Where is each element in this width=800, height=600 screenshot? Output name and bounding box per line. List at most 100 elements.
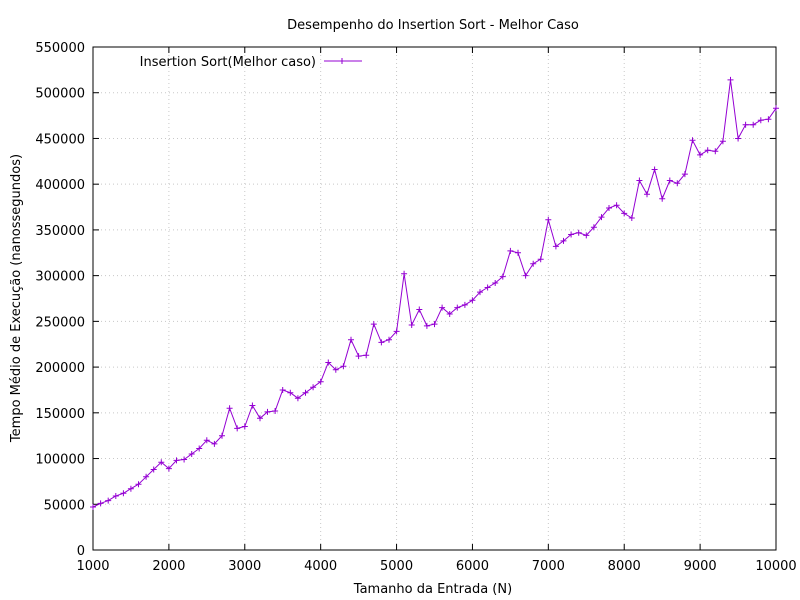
data-point [143, 473, 150, 480]
data-point [621, 210, 628, 217]
data-point [279, 387, 286, 393]
data-point [560, 237, 567, 244]
data-point [181, 456, 188, 463]
y-tick-label: 50000 [44, 498, 85, 513]
data-point [719, 138, 726, 145]
data-point [135, 481, 142, 488]
data-point [264, 408, 271, 415]
data-point [492, 280, 499, 286]
data-point [203, 437, 210, 444]
series-line [92, 79, 777, 508]
data-point [370, 321, 377, 328]
data-point [461, 301, 468, 308]
legend-label: Insertion Sort(Melhor caso) [140, 55, 316, 70]
x-tick-label: 9000 [684, 559, 717, 574]
data-point [757, 117, 764, 124]
legend-marker [339, 58, 345, 64]
data-point [590, 224, 597, 231]
data-point [150, 466, 157, 473]
data-point [241, 423, 248, 430]
data-point [484, 284, 491, 291]
y-tick-label: 550000 [35, 41, 85, 56]
data-point [598, 214, 605, 221]
data-point [294, 395, 301, 402]
y-tick-label: 250000 [35, 315, 85, 330]
data-point [704, 147, 711, 154]
data-point [537, 256, 544, 263]
data-point [552, 243, 559, 250]
data-point [681, 171, 688, 178]
x-tick-label: 1000 [76, 559, 109, 574]
data-point [666, 177, 673, 184]
data-point [499, 273, 506, 280]
y-axis-title: Tempo Médio de Execução (nanossegundos) [9, 154, 24, 443]
data-point [165, 465, 172, 472]
data-point [765, 116, 772, 123]
data-point [219, 432, 225, 439]
data-point [317, 378, 324, 385]
y-tick-label: 200000 [35, 361, 85, 376]
data-point [249, 402, 256, 409]
chart-title: Desempenho do Insertion Sort - Melhor Ca… [287, 18, 579, 33]
data-point [431, 321, 438, 328]
data-point [105, 497, 112, 504]
x-tick-label: 7000 [532, 559, 565, 574]
data-point [628, 215, 635, 221]
data-point [674, 180, 681, 187]
data-point [545, 216, 552, 223]
data-point [773, 105, 779, 112]
data-point [750, 121, 757, 128]
data-point [454, 304, 461, 311]
data-point [393, 328, 400, 335]
data-point [226, 405, 233, 412]
x-tick-label: 2000 [152, 559, 185, 574]
x-tick-label: 6000 [456, 559, 489, 574]
data-point [583, 232, 590, 239]
data-point [120, 490, 127, 497]
data-point [97, 500, 104, 507]
data-point [196, 445, 203, 452]
y-tick-label: 450000 [35, 132, 85, 147]
data-point [689, 137, 696, 144]
data-point [355, 353, 362, 360]
data-point [606, 205, 612, 211]
data-point [332, 366, 339, 373]
data-point [348, 336, 354, 343]
data-point [575, 229, 582, 236]
data-point [310, 384, 317, 391]
data-point [446, 311, 453, 317]
data-point [408, 322, 415, 328]
y-tick-label: 350000 [35, 224, 85, 239]
y-tick-label: 0 [77, 544, 85, 559]
x-tick-label: 5000 [380, 559, 413, 574]
data-point [127, 485, 134, 492]
data-point [401, 270, 408, 277]
data-point [234, 425, 241, 432]
axis-ticks: 0 50000 100000 150000 200000 250000 300000 3500… [35, 41, 796, 574]
data-point [416, 306, 423, 313]
data-point [158, 459, 165, 466]
data-point [325, 359, 332, 366]
data-point [712, 148, 719, 155]
data-point [727, 76, 734, 83]
data-point [742, 121, 749, 128]
data-point [173, 457, 180, 464]
data-point [302, 389, 309, 396]
x-tick-label: 10000 [755, 559, 796, 574]
data-point [378, 339, 385, 346]
data-point [659, 195, 666, 202]
x-tick-label: 8000 [608, 559, 641, 574]
data-point [363, 352, 370, 359]
data-point [735, 135, 742, 142]
data-point [697, 151, 704, 158]
data-point [613, 202, 620, 209]
y-tick-label: 150000 [35, 407, 85, 422]
data-point [112, 493, 119, 499]
data-point [530, 260, 537, 267]
data-point [568, 231, 575, 238]
data-point [257, 415, 263, 422]
y-tick-label: 400000 [35, 178, 85, 193]
grid [93, 47, 776, 550]
y-tick-label: 500000 [35, 87, 85, 102]
data-point [386, 336, 392, 343]
